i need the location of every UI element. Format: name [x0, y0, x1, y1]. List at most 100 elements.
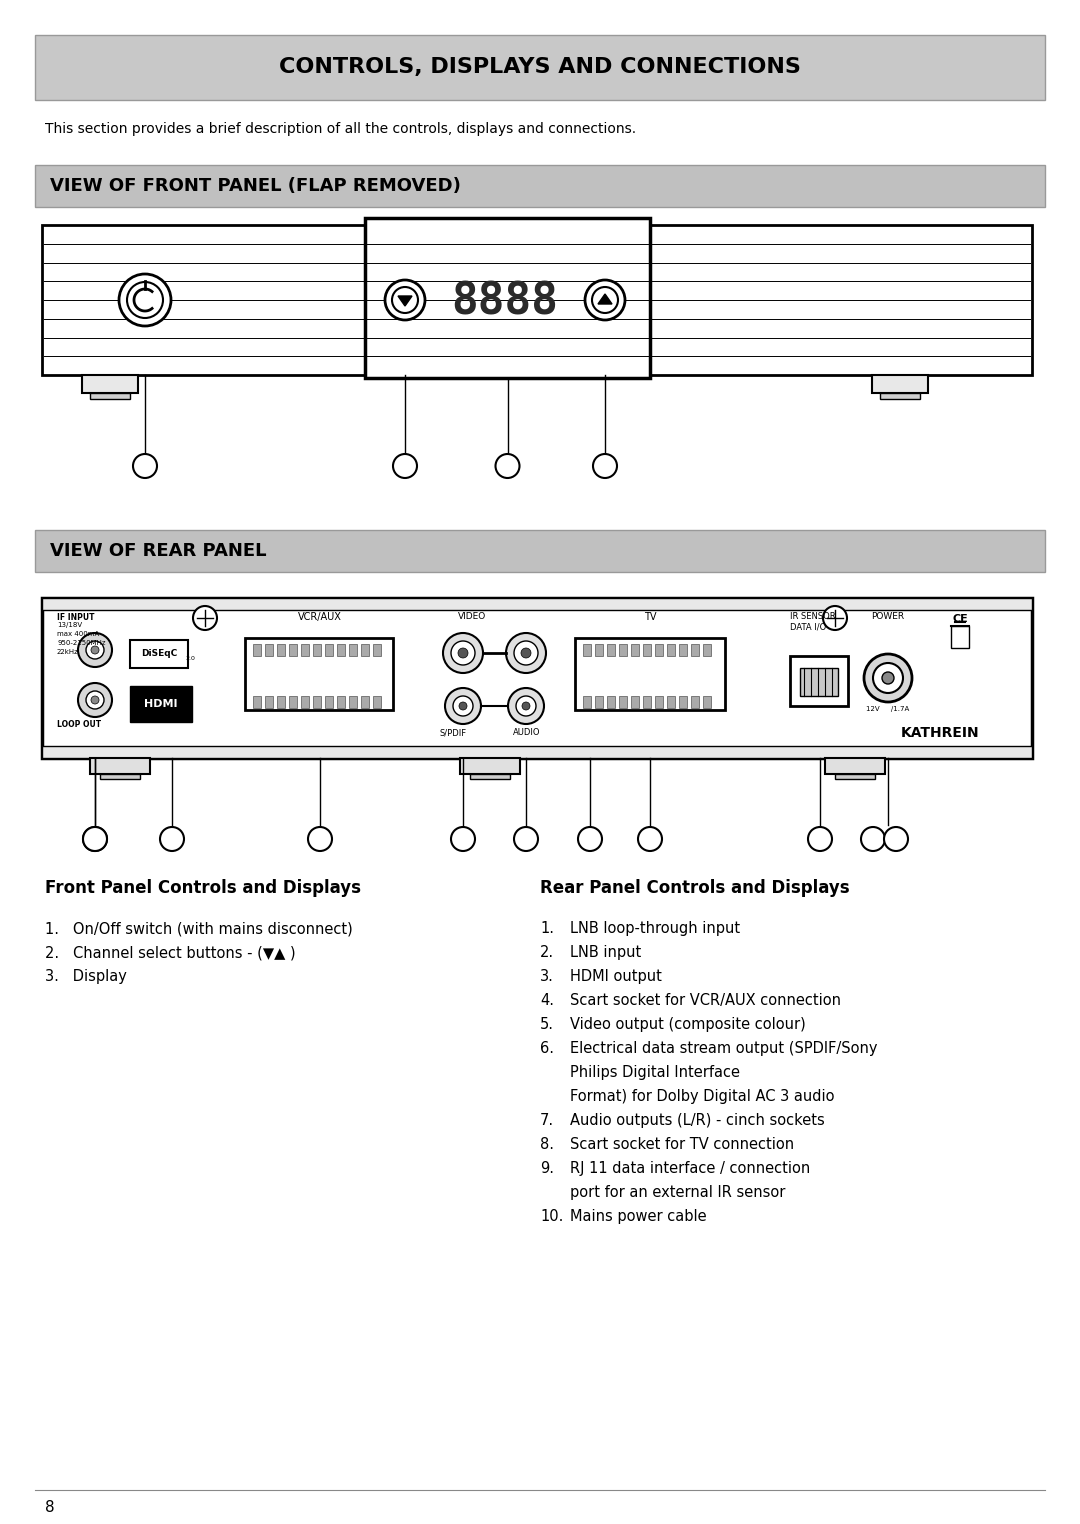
Bar [337, 645, 345, 655]
Circle shape [393, 454, 417, 479]
Bar [90, 393, 130, 399]
Text: Scart socket for VCR/AUX connection: Scart socket for VCR/AUX connection [570, 994, 841, 1007]
Circle shape [522, 703, 530, 710]
Bar [130, 640, 188, 668]
Text: 3: 3 [168, 832, 176, 846]
Text: 2: 2 [602, 460, 609, 472]
Circle shape [514, 828, 538, 850]
Polygon shape [598, 294, 612, 303]
Text: DATA I/O: DATA I/O [789, 622, 826, 631]
Bar [679, 696, 687, 709]
Bar [42, 226, 1032, 375]
Bar [35, 530, 1045, 572]
Text: IF INPUT: IF INPUT [57, 613, 95, 622]
Bar [835, 774, 875, 779]
Text: Format) for Dolby Digital AC 3 audio: Format) for Dolby Digital AC 3 audio [570, 1090, 835, 1103]
Bar [631, 645, 639, 655]
Text: 2.0: 2.0 [186, 655, 195, 660]
Polygon shape [399, 296, 411, 306]
Bar [619, 645, 627, 655]
Text: 2.: 2. [540, 945, 554, 960]
Circle shape [459, 703, 467, 710]
Circle shape [78, 683, 112, 716]
Bar [460, 757, 519, 774]
Bar [245, 639, 393, 710]
Text: CE: CE [953, 614, 968, 623]
Circle shape [578, 828, 602, 850]
Circle shape [83, 828, 107, 850]
Text: 4: 4 [316, 832, 324, 846]
Text: Front Panel Controls and Displays: Front Panel Controls and Displays [45, 879, 361, 898]
Bar [301, 645, 309, 655]
Text: Audio outputs (L/R) - cinch sockets: Audio outputs (L/R) - cinch sockets [570, 1113, 825, 1128]
Text: 10.: 10. [540, 1209, 564, 1224]
Circle shape [119, 274, 171, 326]
Text: 3.: 3. [540, 969, 554, 985]
Circle shape [458, 648, 468, 658]
Text: LOOP OUT: LOOP OUT [57, 719, 102, 728]
Text: This section provides a brief description of all the controls, displays and conn: This section provides a brief descriptio… [45, 122, 636, 136]
Bar [289, 645, 297, 655]
Text: 6: 6 [522, 832, 530, 846]
Circle shape [453, 696, 473, 716]
Circle shape [451, 642, 475, 664]
Bar [373, 645, 381, 655]
Bar [800, 668, 838, 696]
Bar [470, 774, 510, 779]
Bar [667, 645, 675, 655]
Circle shape [443, 632, 483, 674]
Bar [289, 696, 297, 709]
Bar [265, 696, 273, 709]
Bar [667, 696, 675, 709]
Circle shape [78, 632, 112, 668]
Bar [595, 645, 603, 655]
Text: 1: 1 [91, 832, 99, 846]
Bar [325, 696, 333, 709]
Text: 4.: 4. [540, 994, 554, 1007]
Text: Mains power cable: Mains power cable [570, 1209, 706, 1224]
Bar [373, 696, 381, 709]
Text: 2.   Channel select buttons - (▼▲ ): 2. Channel select buttons - (▼▲ ) [45, 945, 296, 960]
Text: S/PDIF: S/PDIF [440, 728, 467, 738]
Bar [276, 645, 285, 655]
Circle shape [193, 607, 217, 629]
Circle shape [127, 282, 163, 319]
Circle shape [508, 687, 544, 724]
Text: LNB input: LNB input [570, 945, 642, 960]
Bar [35, 35, 1045, 101]
Circle shape [823, 607, 847, 629]
Text: 3: 3 [503, 460, 512, 472]
Text: RJ 11 data interface / connection: RJ 11 data interface / connection [570, 1161, 810, 1177]
Text: 9.: 9. [540, 1161, 554, 1177]
Bar [301, 696, 309, 709]
Circle shape [861, 828, 885, 850]
Circle shape [160, 828, 184, 850]
Bar [253, 696, 261, 709]
Bar [253, 645, 261, 655]
Bar [654, 696, 663, 709]
Text: 22kHz: 22kHz [57, 649, 79, 655]
Text: Electrical data stream output (SPDIF/Sony: Electrical data stream output (SPDIF/Son… [570, 1041, 877, 1056]
Circle shape [521, 648, 531, 658]
Text: HDMI: HDMI [145, 700, 178, 709]
Circle shape [514, 642, 538, 664]
Text: POWER: POWER [872, 613, 905, 620]
Text: 7.: 7. [540, 1113, 554, 1128]
Bar [365, 218, 650, 378]
Bar [951, 626, 969, 648]
Bar [349, 696, 357, 709]
Text: Philips Digital Interface: Philips Digital Interface [570, 1065, 740, 1081]
Text: 950-2150MHz: 950-2150MHz [57, 640, 106, 646]
Circle shape [308, 828, 332, 850]
Circle shape [496, 454, 519, 479]
Text: 1: 1 [869, 832, 877, 846]
Text: 8.: 8. [540, 1137, 554, 1152]
Circle shape [516, 696, 536, 716]
Circle shape [451, 828, 475, 850]
Text: VCR/AUX: VCR/AUX [298, 613, 342, 622]
Bar [82, 375, 138, 393]
Circle shape [445, 687, 481, 724]
Text: 2: 2 [401, 460, 409, 472]
Text: Scart socket for TV connection: Scart socket for TV connection [570, 1137, 794, 1152]
Bar [361, 645, 369, 655]
